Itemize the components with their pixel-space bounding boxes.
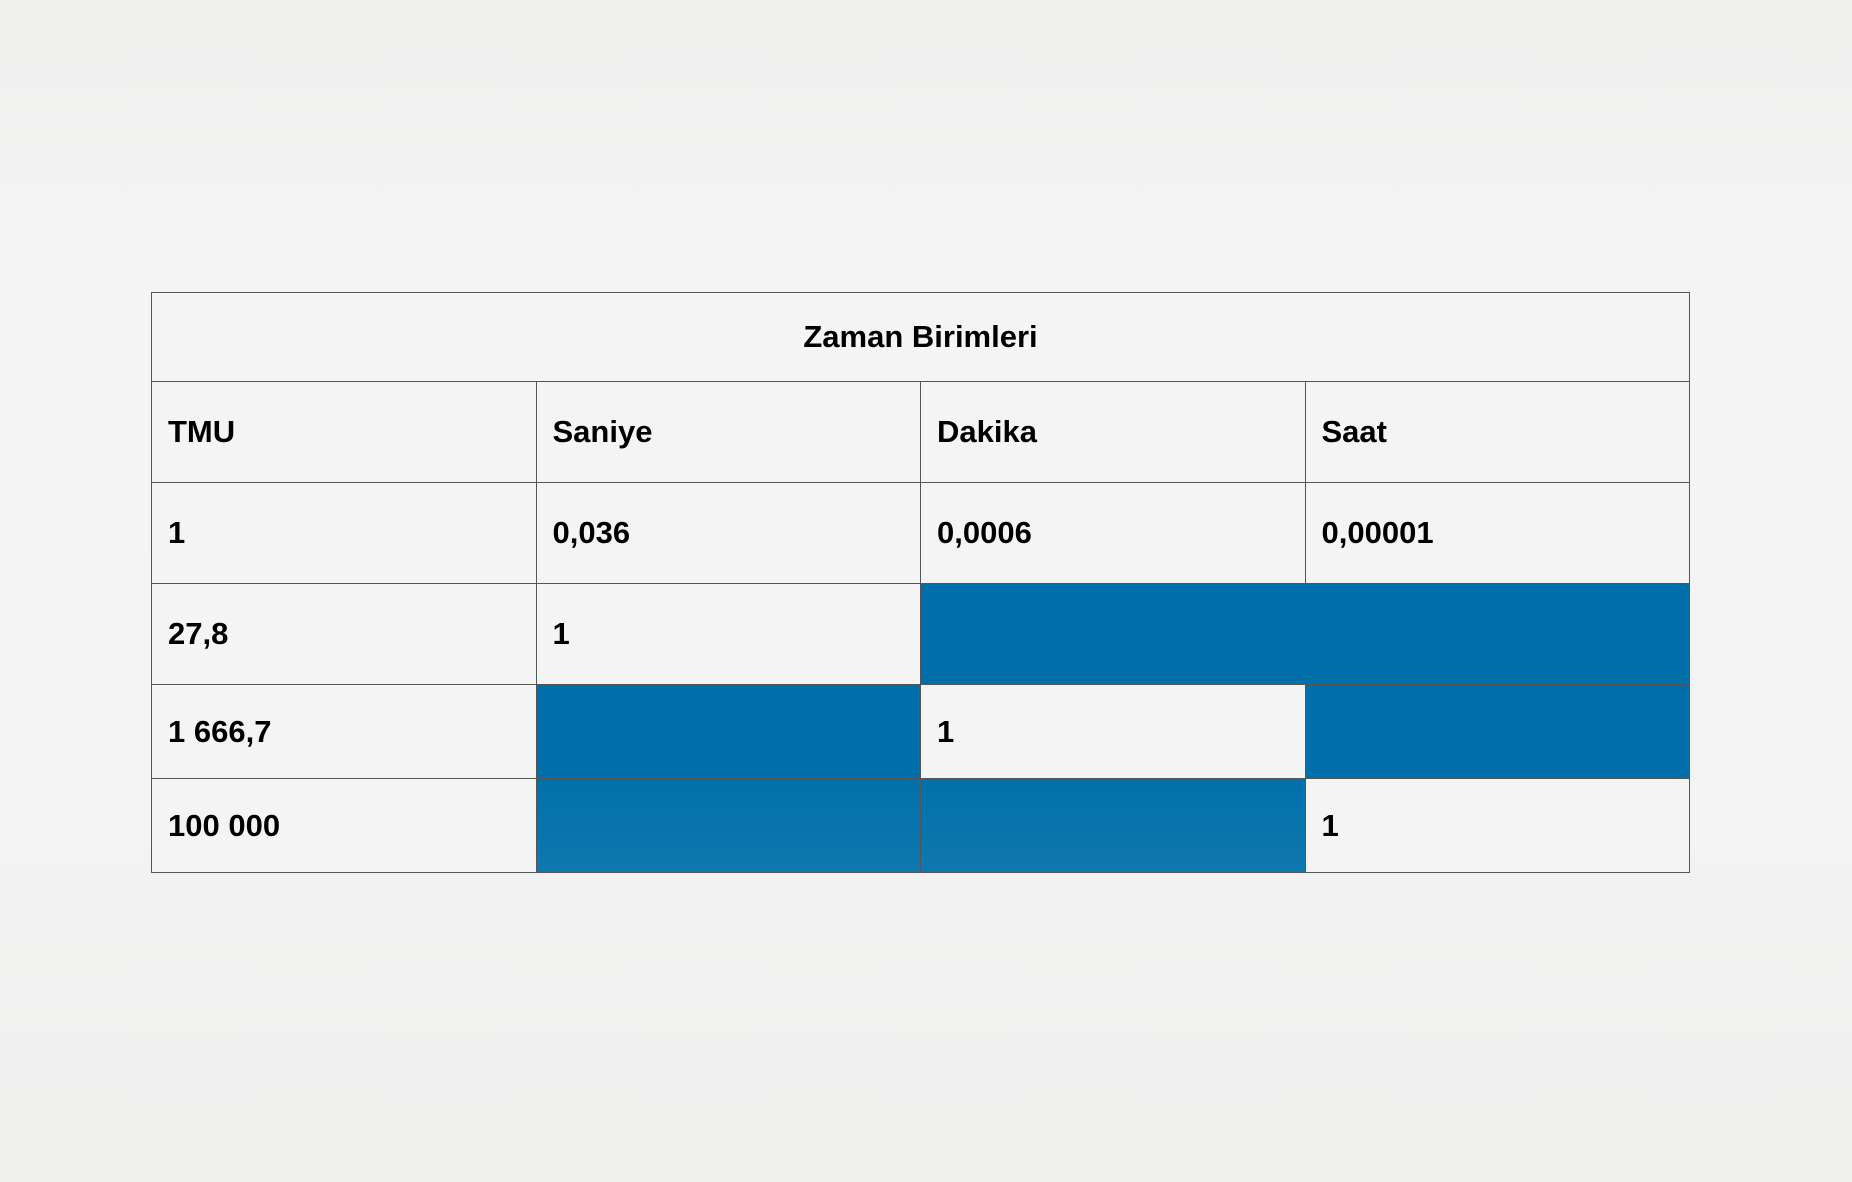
table-row: 100 000 1 (151, 778, 1690, 873)
header-saniye: Saniye (535, 381, 921, 483)
table-cell: 27,8 (151, 583, 537, 685)
header-tmu: TMU (151, 381, 537, 483)
filled-cell (1304, 583, 1690, 685)
filled-cell (920, 778, 1306, 873)
time-units-table-container: Zaman Birimleri TMU Saniye Dakika Saat 1… (151, 292, 1690, 873)
table-cell: 1 (1304, 778, 1690, 873)
header-saat: Saat (1304, 381, 1690, 483)
table-cell: 0,036 (535, 482, 921, 584)
header-dakika: Dakika (920, 381, 1306, 483)
table-cell: 1 666,7 (151, 684, 537, 779)
table-title-row: Zaman Birimleri (151, 292, 1690, 382)
table-cell: 0,0006 (920, 482, 1306, 584)
table-cell: 1 (535, 583, 921, 685)
table-row: 27,8 1 (151, 583, 1690, 685)
table-title: Zaman Birimleri (151, 292, 1690, 382)
table-cell: 100 000 (151, 778, 537, 873)
filled-cell (535, 684, 921, 779)
table-header-row: TMU Saniye Dakika Saat (151, 381, 1690, 483)
table-row: 1 0,036 0,0006 0,00001 (151, 482, 1690, 584)
time-units-table: Zaman Birimleri TMU Saniye Dakika Saat 1… (151, 292, 1690, 873)
table-cell: 1 (920, 684, 1306, 779)
filled-cell (535, 778, 921, 873)
filled-cell (920, 583, 1306, 685)
table-cell: 1 (151, 482, 537, 584)
table-row: 1 666,7 1 (151, 684, 1690, 779)
table-cell: 0,00001 (1304, 482, 1690, 584)
filled-cell (1304, 684, 1690, 779)
